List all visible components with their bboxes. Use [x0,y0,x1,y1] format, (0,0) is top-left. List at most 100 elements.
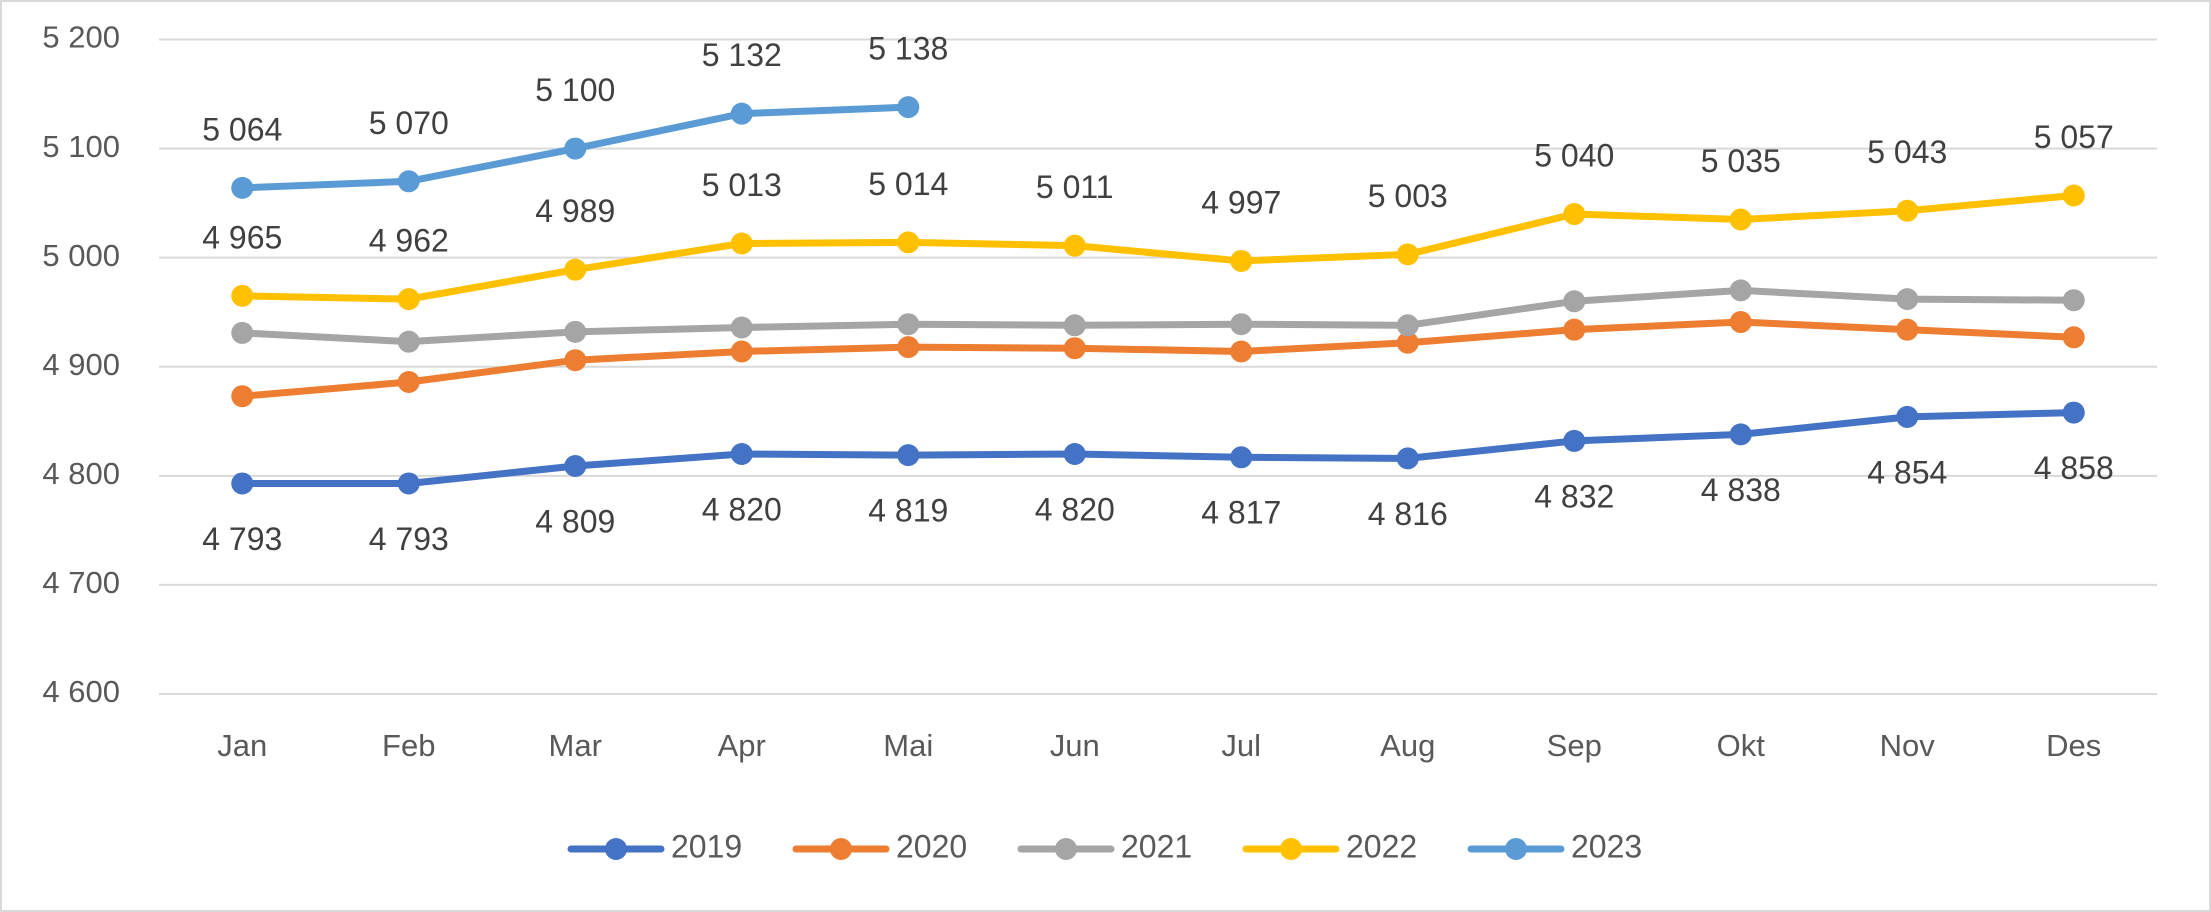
data-point [730,443,753,466]
legend-label: 2019 [671,828,742,864]
data-point [1230,249,1253,272]
data-point [1063,443,1086,466]
data-label: 4 817 [1201,495,1281,531]
legend-marker [605,838,627,860]
data-label: 5 064 [202,111,282,147]
y-tick-label: 5 200 [42,20,120,55]
data-point [231,284,254,307]
data-point [397,170,420,193]
data-point [1896,318,1919,341]
data-label: 4 832 [1534,478,1614,514]
data-point [2062,289,2085,312]
data-point [1063,314,1086,337]
series-line [238,191,2078,303]
data-point [1896,288,1919,311]
data-label: 5 013 [702,167,782,203]
data-label: 4 989 [535,193,615,229]
data-point [1396,243,1419,266]
y-tick-label: 4 900 [42,347,120,382]
series-line [238,409,2078,487]
data-label: 5 138 [868,31,948,67]
series-line [238,286,2078,346]
y-tick-label: 5 100 [42,129,120,164]
data-label: 4 997 [1201,184,1281,220]
y-tick-label: 4 700 [42,565,120,600]
data-label: 4 965 [202,219,282,255]
data-point [730,340,753,363]
data-point [397,288,420,311]
legend-marker [1280,838,1302,860]
x-tick-label: Apr [718,728,766,763]
series-line [238,318,2078,400]
x-tick-label: Mar [549,728,602,763]
data-point [2062,401,2085,424]
x-tick-label: Mai [883,728,933,763]
data-point [897,96,920,119]
data-label: 5 057 [2034,119,2114,155]
x-tick-label: Sep [1547,728,1602,763]
data-label: 5 035 [1701,143,1781,179]
data-point [730,232,753,255]
data-label: 4 858 [2034,450,2114,486]
legend-label: 2021 [1121,828,1192,864]
data-point [564,258,587,281]
x-tick-label: Jul [1221,728,1261,763]
legend-label: 2020 [896,828,967,864]
data-point [231,385,254,408]
data-label: 4 820 [1035,491,1115,527]
data-point [1896,199,1919,222]
data-point [397,330,420,353]
data-label: 5 003 [1368,178,1448,214]
data-label: 5 011 [1036,169,1114,205]
data-label: 5 132 [702,37,782,73]
data-label: 5 070 [369,105,449,141]
data-point [397,472,420,495]
data-label: 5 043 [1867,134,1947,170]
data-point [564,349,587,372]
legend-marker [1505,838,1527,860]
data-label: 4 816 [1368,496,1448,532]
data-point [1563,290,1586,313]
data-point [730,316,753,339]
legend-marker [1055,838,1077,860]
data-point [1230,313,1253,336]
data-label: 4 820 [702,491,782,527]
data-point [1230,340,1253,363]
data-point [1063,234,1086,257]
data-label: 4 793 [369,521,449,557]
x-tick-label: Jun [1050,728,1100,763]
x-tick-label: Nov [1880,728,1936,763]
data-point [564,455,587,478]
data-point [231,176,254,199]
data-point [231,321,254,344]
data-point [1230,446,1253,469]
data-point [730,102,753,125]
data-point [1729,279,1752,302]
data-label: 4 809 [535,503,615,539]
data-point [564,137,587,160]
data-label: 4 838 [1701,472,1781,508]
data-label: 4 962 [369,223,449,259]
data-point [897,231,920,254]
data-point [231,472,254,495]
data-label: 4 854 [1867,454,1947,490]
data-point [1729,208,1752,231]
data-label: 5 100 [535,72,615,108]
data-point [1729,423,1752,446]
data-label: 5 014 [868,166,948,202]
data-point [1563,203,1586,226]
data-point [1563,429,1586,452]
x-tick-label: Okt [1717,728,1766,763]
data-point [564,320,587,343]
data-point [2062,184,2085,207]
data-point [1563,318,1586,341]
data-label: 4 819 [868,493,948,529]
data-point [1396,331,1419,354]
data-point [897,313,920,336]
legend-label: 2022 [1346,828,1417,864]
data-point [897,336,920,359]
data-point [1396,314,1419,337]
data-point [1396,447,1419,470]
data-point [897,444,920,467]
